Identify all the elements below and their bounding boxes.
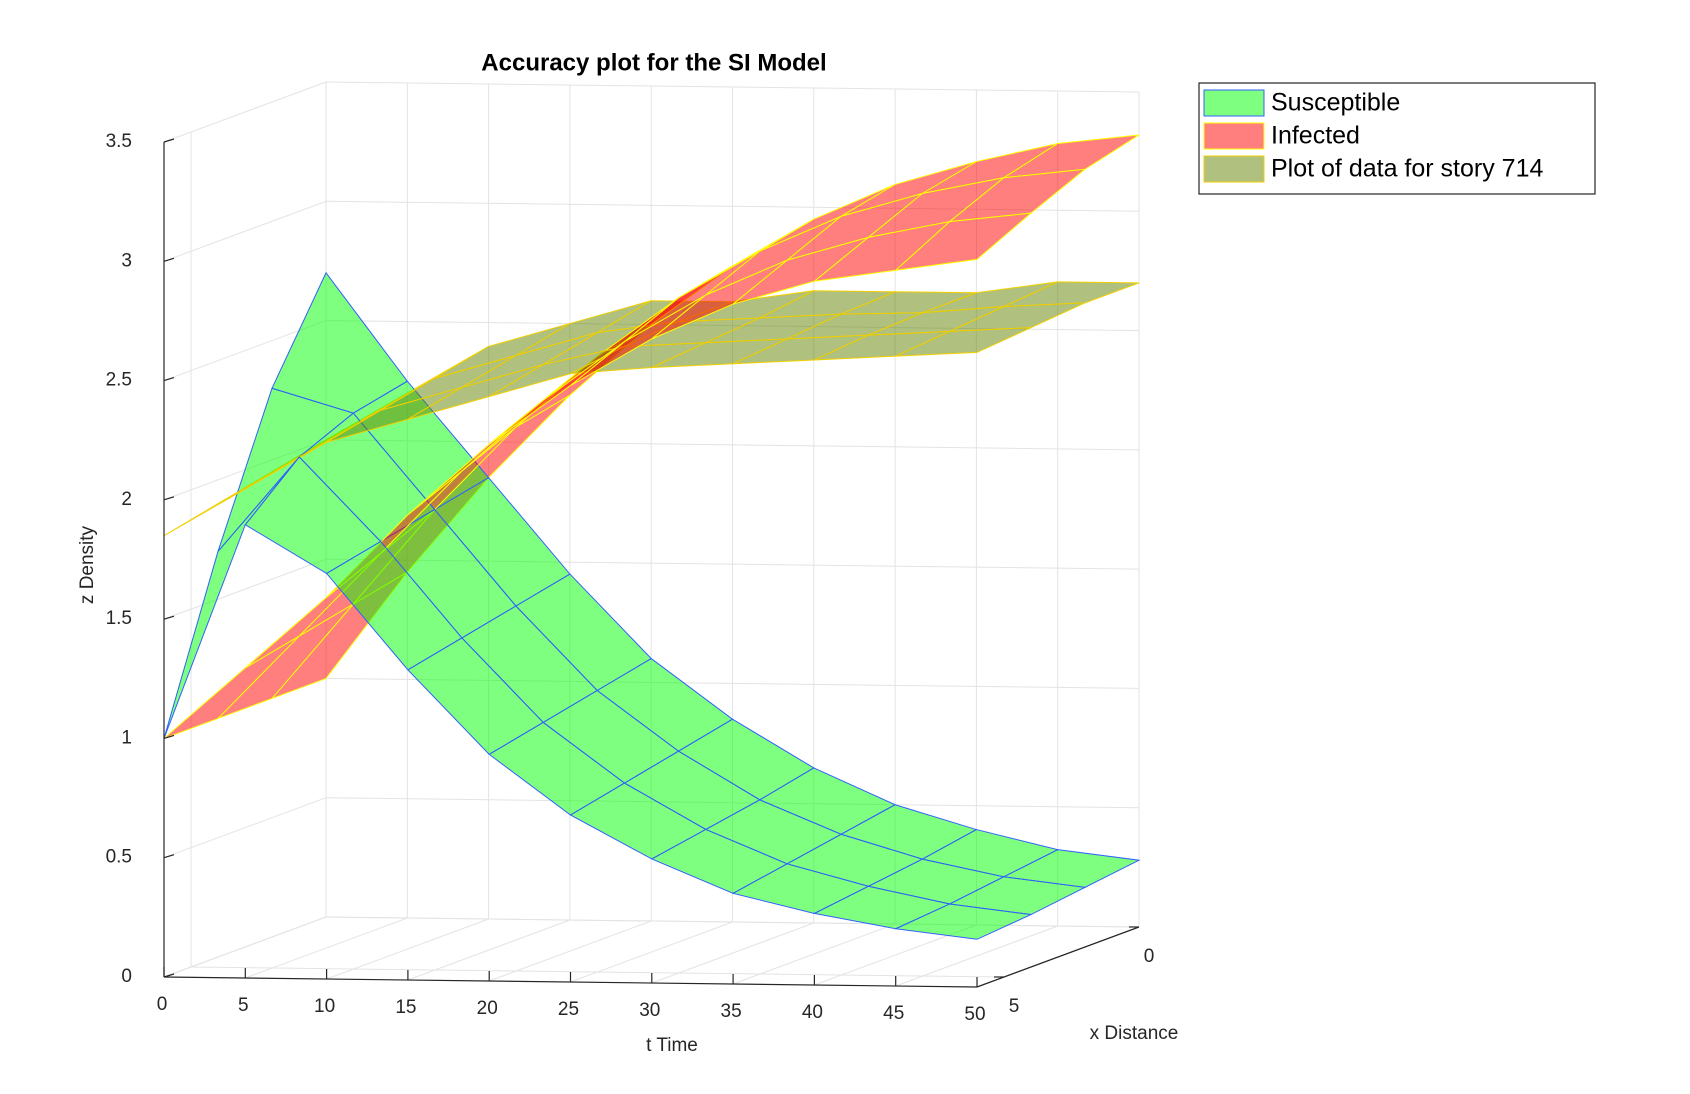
z-tick: [163, 615, 175, 620]
x-tick-label: 35: [721, 1001, 742, 1022]
legend-label: Susceptible: [1271, 89, 1400, 117]
grid-line: [163, 200, 327, 262]
grid-line: [325, 81, 1140, 93]
x-tick-label: 50: [964, 1004, 985, 1025]
x-tick-label: 45: [883, 1003, 904, 1024]
legend-swatch: [1203, 122, 1265, 150]
z-tick: [163, 973, 175, 978]
x-axis-label: t Time: [646, 1035, 698, 1056]
x-tick-label: 0: [157, 994, 168, 1015]
z-tick: [163, 257, 175, 262]
x-tick-label: 5: [238, 995, 249, 1016]
z-tick: [163, 138, 175, 143]
surface-patch: [894, 212, 1033, 271]
z-tick: [163, 734, 175, 740]
grid-line: [163, 81, 327, 143]
grid-line: [163, 797, 327, 859]
z-tick-label: 3.5: [106, 131, 132, 152]
surface-patch: [895, 327, 1032, 357]
z-tick: [163, 496, 175, 501]
legend-label: Infected: [1271, 122, 1360, 150]
surfaces: [163, 134, 1141, 940]
grid-line: [325, 439, 1140, 451]
legend-box: [1198, 82, 1596, 195]
y-tick-label: 5: [1009, 996, 1020, 1017]
z-tick-label: 3: [121, 250, 132, 271]
z-tick: [163, 376, 175, 382]
z-tick-label: 2: [121, 489, 132, 510]
z-tick-label: 1: [121, 727, 132, 748]
grid-line: [163, 558, 327, 620]
x-tick-label: 25: [558, 999, 579, 1020]
y-axis-label: x Distance: [1090, 1023, 1179, 1044]
z-tick-label: 0.5: [106, 847, 132, 868]
chart-title: Accuracy plot for the SI Model: [481, 49, 826, 76]
legend-swatch: [1203, 155, 1265, 183]
legend: Susceptible Infected Plot of data for stor…: [1198, 82, 1596, 195]
grid-line: [190, 966, 1005, 978]
x-tick-label: 20: [477, 998, 498, 1019]
z-axis-label: z Density: [77, 525, 98, 604]
x-tick-label: 15: [395, 997, 416, 1018]
z-tick: [163, 854, 175, 859]
surface-patch: [893, 903, 1033, 940]
x-tick-label: 30: [639, 1000, 660, 1021]
x-tick-label: 10: [314, 996, 335, 1017]
z-tick-label: 2.5: [106, 370, 132, 391]
legend-label: Plot of data for story 714: [1271, 155, 1543, 183]
y-axis-line: [976, 926, 1140, 988]
y-tick-label: 0: [1144, 946, 1155, 967]
surface-patch: [271, 271, 409, 414]
z-tick-label: 0: [121, 966, 132, 987]
legend-swatch: [1203, 89, 1265, 117]
x-tick-label: 40: [802, 1002, 823, 1023]
z-tick-label: 1.5: [106, 608, 132, 629]
